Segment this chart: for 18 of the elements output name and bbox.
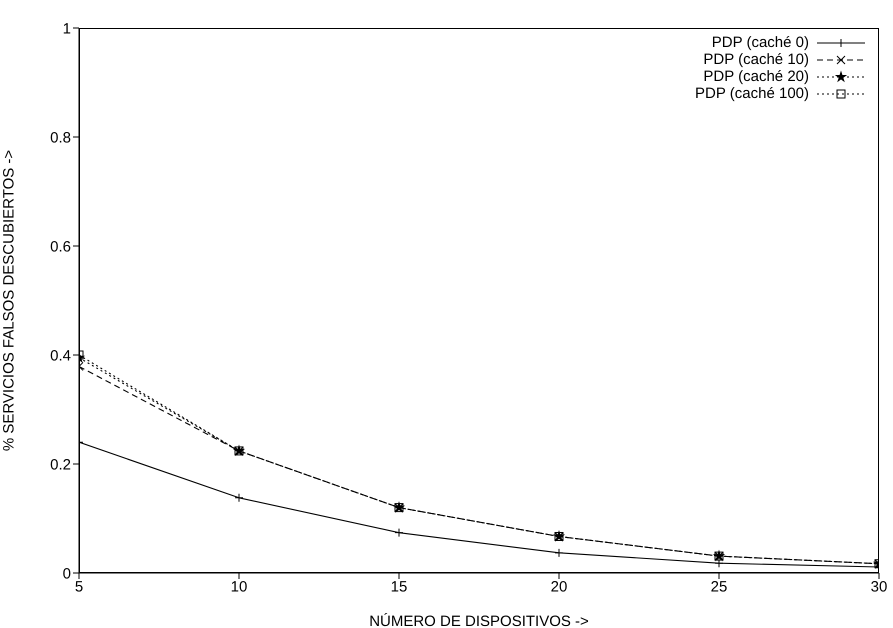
y-tick-label: 0.2	[50, 456, 71, 474]
legend-label: PDP (caché 100)	[695, 85, 809, 102]
x-tick-label: 5	[74, 578, 84, 596]
legend-label: PDP (caché 0)	[712, 34, 809, 51]
x-tick-label: 20	[550, 578, 568, 596]
x-tick-label: 30	[870, 578, 888, 596]
y-tick-label: 0.4	[50, 347, 71, 364]
x-tick-label: 25	[710, 578, 728, 596]
x-axis-title: NÚMERO DE DISPOSITIVOS ->	[369, 612, 590, 628]
y-tick-label: 1	[62, 20, 71, 38]
x-tick-label: 10	[230, 578, 248, 596]
y-axis-title: % SERVICIOS FALSOS DESCUBIERTOS ->	[0, 150, 18, 452]
y-tick-label: 0.6	[50, 238, 71, 256]
legend-label: PDP (caché 10)	[703, 51, 809, 68]
x-tick-label: 15	[390, 578, 408, 596]
legend-label: PDP (caché 20)	[703, 68, 809, 85]
y-tick-label: 0.8	[50, 129, 71, 146]
y-tick-label: 0	[62, 565, 71, 582]
